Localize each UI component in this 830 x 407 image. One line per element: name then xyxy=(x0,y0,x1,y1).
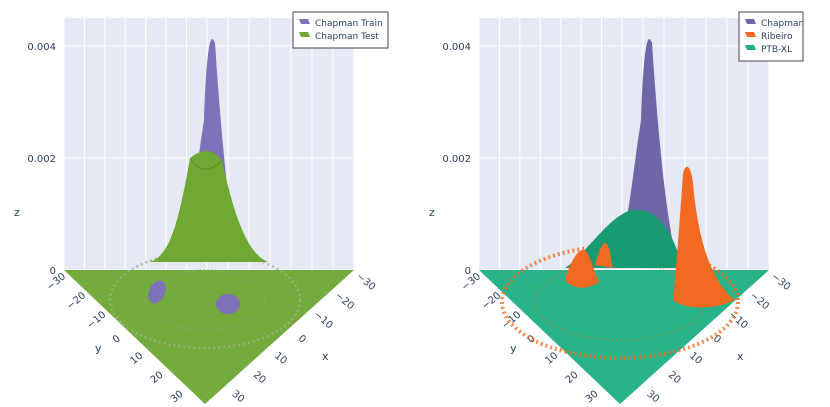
y-tick-label: 10 xyxy=(544,350,561,367)
series-ptbxl-hump xyxy=(565,209,683,268)
series-ptbxl-floor xyxy=(479,270,769,404)
series-chapman-test-hump xyxy=(150,151,268,262)
y-tick-label: 10 xyxy=(129,350,146,367)
z-axis-title: z xyxy=(429,206,435,219)
legend-swatch xyxy=(299,32,310,37)
hump-ridge xyxy=(189,158,223,170)
legend-swatch xyxy=(745,32,756,37)
series-chapman-train-blob xyxy=(148,280,166,304)
x-tick-label: −30 xyxy=(354,271,377,293)
y-tick-label: −30 xyxy=(460,271,483,293)
z-tick-label: 0.004 xyxy=(27,42,56,53)
y-tick-label: 20 xyxy=(564,369,581,386)
y-axis-title: y xyxy=(510,342,517,355)
z-tick-label: 0.002 xyxy=(27,154,56,165)
x-tick-label: 0 xyxy=(711,333,723,346)
x-tick-label: −20 xyxy=(333,290,356,312)
back-wall-left xyxy=(64,18,207,270)
series-ribeiro-peak xyxy=(595,243,613,268)
x-tick-label: 0 xyxy=(296,333,308,346)
series-chapman-peak xyxy=(615,39,677,263)
back-wall-left xyxy=(479,18,622,270)
x-tick-label: 20 xyxy=(666,369,683,386)
y-tick-label: 30 xyxy=(584,389,601,406)
legend-label: Ribeiro xyxy=(761,32,793,42)
series-ribeiro-ring xyxy=(500,244,740,360)
chart-right-surface-plot: 00.0020.004z−30−20−10010203040y−30−20−10… xyxy=(429,11,804,406)
y-tick-label: 0 xyxy=(111,333,123,346)
x-tick-label: 30 xyxy=(229,389,246,406)
series-chapman-train-blob xyxy=(216,294,240,314)
series-ribeiro-peak xyxy=(565,249,599,288)
x-tick-label: −30 xyxy=(769,271,792,293)
x-tick-label: −20 xyxy=(748,290,771,312)
z-tick-label: 0.004 xyxy=(442,42,471,53)
z-tick-label: 0 xyxy=(50,266,56,277)
legend-label: PTB-XL xyxy=(761,45,792,55)
y-tick-label: −20 xyxy=(65,290,88,312)
series-chapman-test-floor xyxy=(64,270,354,404)
legend xyxy=(292,11,389,49)
x-tick-label: −10 xyxy=(311,309,334,331)
back-wall-right xyxy=(207,18,354,270)
z-axis-title: z xyxy=(14,206,20,219)
floor-contour xyxy=(144,269,266,331)
y-tick-label: −20 xyxy=(480,290,503,312)
series-ribeiro-peak xyxy=(673,166,735,308)
z-tick-label: 0 xyxy=(465,266,471,277)
x-tick-label: 10 xyxy=(687,350,704,367)
x-axis-title: x xyxy=(737,350,744,363)
y-tick-label: 30 xyxy=(169,389,186,406)
legend-swatch xyxy=(299,19,310,24)
y-tick-label: 20 xyxy=(149,369,166,386)
y-tick-label: −30 xyxy=(45,271,68,293)
legend-swatch xyxy=(745,45,756,50)
z-tick-label: 0.002 xyxy=(442,154,471,165)
x-tick-label: 10 xyxy=(272,350,289,367)
legend-label: Chapman Train xyxy=(315,19,383,29)
y-axis-title: y xyxy=(95,342,102,355)
x-tick-label: 30 xyxy=(644,389,661,406)
legend-swatch xyxy=(745,19,756,24)
legend-label: Chapman xyxy=(761,19,804,29)
legend-label: Chapman Test xyxy=(315,32,379,42)
x-tick-label: 20 xyxy=(251,369,268,386)
y-tick-label: −10 xyxy=(85,309,108,331)
x-axis-title: x xyxy=(322,350,329,363)
chart-left-surface-plot: 00.0020.004z−30−20−10010203040y−30−20−10… xyxy=(14,11,389,406)
